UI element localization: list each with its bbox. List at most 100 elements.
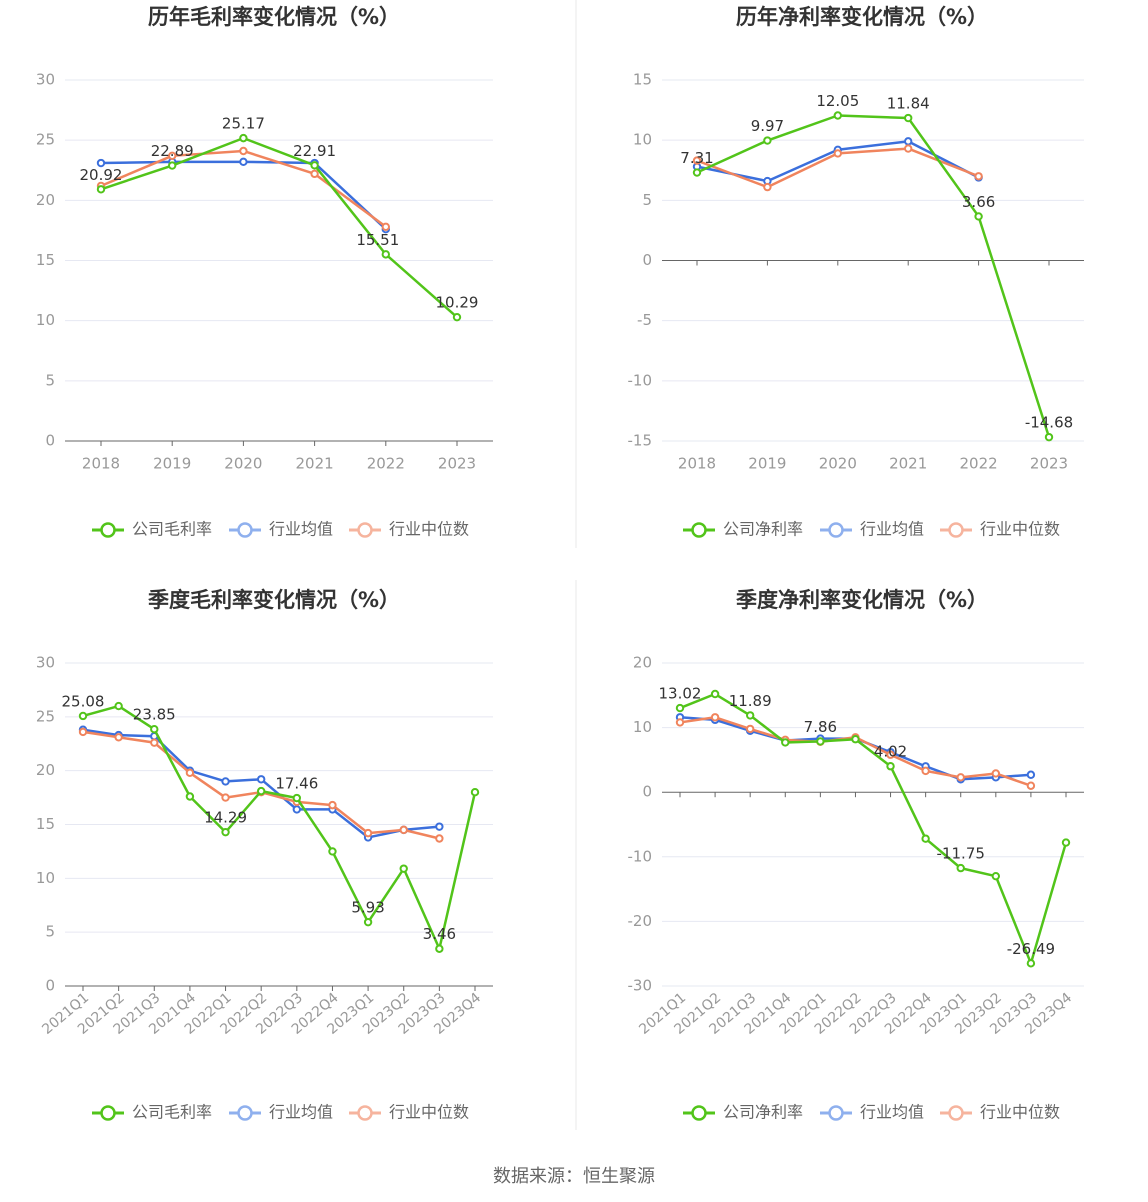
- data-point-avg: [904, 137, 913, 146]
- legend-label: 行业均值: [860, 1103, 924, 1122]
- chart-title: 历年毛利率变化情况（%）: [148, 5, 400, 29]
- legend-label: 行业中位数: [389, 1103, 469, 1122]
- legend-swatch-marker: [357, 1105, 373, 1121]
- series-line-avg: [82, 728, 440, 839]
- legend-label: 行业均值: [269, 520, 333, 539]
- data-point-avg: [96, 158, 106, 168]
- legend-label: 公司净利率: [723, 520, 803, 539]
- data-point-median: [763, 182, 772, 192]
- legend-label: 行业中位数: [980, 520, 1060, 539]
- legend-swatch-marker: [237, 522, 253, 538]
- data-point-company: [363, 917, 373, 927]
- data-point-company: [886, 762, 895, 771]
- legend-item-avg: 行业均值: [820, 1103, 924, 1122]
- data-point-company: [399, 864, 408, 873]
- legend-item-company: 公司毛利率: [92, 1103, 212, 1122]
- y-tick-label: 15: [633, 71, 652, 89]
- legend-item-company: 公司净利率: [683, 520, 803, 539]
- chart-title: 历年净利率变化情况（%）: [736, 5, 988, 29]
- data-label: -14.68: [1025, 414, 1073, 432]
- data-point-company: [150, 725, 159, 734]
- data-label: 3.66: [962, 193, 995, 211]
- data-label: 10.29: [436, 294, 479, 312]
- data-point-company: [435, 944, 444, 953]
- data-label: 22.89: [151, 142, 194, 160]
- data-point-median: [239, 146, 248, 156]
- data-point-median: [974, 172, 983, 181]
- legend-label: 公司毛利率: [132, 520, 212, 539]
- data-point-company: [833, 111, 842, 120]
- data-point-company: [904, 113, 913, 123]
- data-point-median: [310, 169, 319, 179]
- data-point-median: [168, 151, 177, 161]
- data-label: 11.84: [887, 95, 930, 113]
- y-tick-label: 20: [36, 761, 55, 779]
- data-point-company: [168, 161, 177, 170]
- series-line-company: [100, 136, 458, 319]
- x-tick-label: 2022: [367, 455, 405, 473]
- data-point-company: [185, 792, 195, 801]
- data-point-company: [956, 863, 965, 873]
- data-point-company: [692, 168, 702, 177]
- x-tick-label: 2020: [819, 455, 857, 473]
- data-point-company: [763, 136, 772, 145]
- chart-panel-3: 季度毛利率变化情况（%）0510152025302021Q12021Q22021…: [36, 588, 493, 1122]
- data-label: 4.02: [874, 743, 907, 761]
- legend-swatch-marker: [948, 522, 964, 538]
- y-tick-label: 10: [36, 869, 55, 887]
- y-tick-label: 5: [45, 371, 55, 389]
- data-point-median: [78, 727, 88, 737]
- legend-item-median: 行业中位数: [940, 1103, 1060, 1122]
- series-line-company: [82, 704, 477, 950]
- chart-title: 季度净利率变化情况（%）: [736, 588, 988, 612]
- data-point-median: [150, 738, 159, 747]
- chart-panel-1: 历年毛利率变化情况（%） 0 5 10 15 20 25 30 2018 2019 2020 2021…: [36, 5, 493, 539]
- data-point-median: [886, 750, 895, 759]
- data-point-median: [328, 800, 337, 810]
- data-point-median: [904, 144, 913, 153]
- data-point-company: [328, 847, 337, 856]
- data-label: 5.93: [351, 899, 384, 917]
- legend-item-avg: 行业均值: [229, 1103, 333, 1122]
- y-tick-label: -15: [628, 432, 653, 450]
- data-label: 23.85: [133, 706, 176, 724]
- data-point-company: [781, 738, 790, 747]
- legend-item-median: 行业中位数: [349, 1103, 469, 1122]
- data-point-avg: [221, 777, 230, 786]
- data-point-company: [710, 689, 720, 699]
- x-tick-label: 2018: [82, 455, 120, 473]
- data-point-median: [956, 773, 965, 782]
- legend-swatch-marker: [828, 522, 844, 538]
- data-point-median: [381, 222, 390, 232]
- data-point-median: [221, 793, 230, 802]
- y-tick-label: 15: [36, 251, 55, 269]
- x-tick-label: 2021: [889, 455, 927, 473]
- data-point-company: [1026, 959, 1036, 968]
- data-point-company: [452, 312, 462, 322]
- y-tick-label: 0: [642, 251, 652, 269]
- legend-swatch-marker: [100, 522, 116, 538]
- data-label: 25.08: [62, 692, 105, 710]
- y-tick-label: 30: [36, 71, 55, 89]
- x-tick-label: 2022: [960, 455, 998, 473]
- data-point-avg: [239, 157, 248, 167]
- data-point-company: [851, 735, 860, 744]
- y-tick-label: 5: [45, 923, 55, 941]
- legend-item-avg: 行业均值: [820, 520, 924, 539]
- data-point-company: [470, 788, 480, 797]
- x-tick-label: 2020: [224, 455, 262, 473]
- data-point-company: [745, 711, 755, 720]
- x-tick-label: 2021: [296, 455, 334, 473]
- y-tick-label: 10: [36, 311, 55, 329]
- data-point-company: [239, 133, 248, 143]
- data-label: 9.97: [751, 117, 784, 135]
- data-point-median: [675, 718, 685, 727]
- legend-label: 行业均值: [269, 1103, 333, 1122]
- y-tick-label: 30: [36, 654, 55, 672]
- data-point-median: [114, 733, 123, 742]
- legend-item-median: 行业中位数: [349, 520, 469, 539]
- y-tick-label: -10: [628, 371, 653, 389]
- chart-panel-2: 历年净利率变化情况（%） -15 -10 -5 0 5 10 15 2018 2019 2020 20…: [628, 5, 1084, 539]
- data-point-median: [991, 769, 1001, 778]
- data-label: -26.49: [1007, 940, 1055, 958]
